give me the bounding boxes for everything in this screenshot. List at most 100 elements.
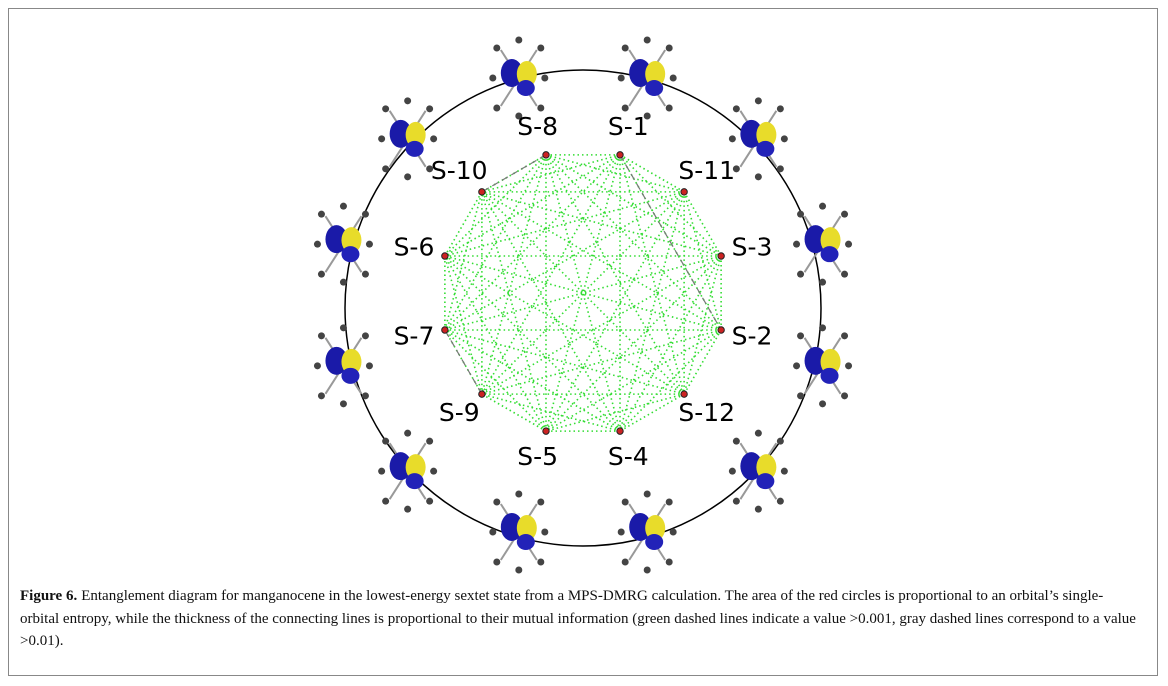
orbital-image — [618, 490, 677, 573]
atom — [404, 173, 411, 180]
caption-text: Entanglement diagram for manganocene in … — [20, 588, 1136, 649]
mutual-info-line — [620, 155, 684, 192]
orbital-node — [718, 327, 724, 333]
lobe-blue — [406, 473, 424, 489]
atom — [378, 468, 385, 475]
atom — [404, 97, 411, 104]
orbital-node — [479, 391, 485, 397]
mutual-info-line — [482, 256, 721, 394]
atom — [378, 135, 385, 142]
mutual-info-line — [620, 192, 684, 431]
atom — [340, 279, 347, 286]
atom — [797, 332, 804, 339]
atom — [670, 528, 677, 535]
node-label: S-9 — [439, 398, 480, 427]
atom — [777, 498, 784, 505]
atom — [845, 362, 852, 369]
atom — [618, 528, 625, 535]
orbital-node — [543, 152, 549, 158]
node-label: S-11 — [678, 156, 735, 185]
atom — [340, 203, 347, 210]
orbital-image — [729, 97, 788, 180]
atom — [382, 165, 389, 172]
mutual-info-line — [482, 192, 620, 431]
atom — [777, 438, 784, 445]
mutual-info-line — [445, 192, 684, 330]
orbital-node — [681, 391, 687, 397]
atom — [644, 566, 651, 573]
atom — [537, 45, 544, 52]
node-label: S-1 — [608, 112, 649, 141]
atom — [362, 392, 369, 399]
atom — [819, 400, 826, 407]
atom — [340, 324, 347, 331]
orbital-node — [617, 152, 623, 158]
atom — [781, 135, 788, 142]
orbital-image — [793, 203, 852, 286]
atom — [819, 279, 826, 286]
orbital-node — [681, 189, 687, 195]
atom — [515, 490, 522, 497]
atom — [340, 400, 347, 407]
atom — [314, 241, 321, 248]
atom — [729, 468, 736, 475]
atom — [755, 430, 762, 437]
atom — [755, 173, 762, 180]
orbital-node — [718, 253, 724, 259]
lobe-blue — [341, 368, 359, 384]
atom — [404, 430, 411, 437]
atom — [777, 165, 784, 172]
orbital-image — [618, 37, 677, 120]
lobe-blue — [517, 534, 535, 550]
atom — [362, 332, 369, 339]
atom — [362, 271, 369, 278]
atom — [841, 211, 848, 218]
atom — [318, 332, 325, 339]
atom — [797, 271, 804, 278]
atom — [537, 558, 544, 565]
atom — [793, 241, 800, 248]
mutual-info-line — [482, 394, 546, 431]
orbital-image — [489, 37, 548, 120]
orbital-image — [314, 324, 373, 407]
mutual-info-line — [482, 192, 721, 330]
atom — [541, 75, 548, 82]
orbital-image — [378, 430, 437, 513]
mutual-info-line — [684, 192, 721, 256]
atom — [314, 362, 321, 369]
orbital-image — [729, 430, 788, 513]
atom — [430, 468, 437, 475]
atom — [622, 498, 629, 505]
atom — [493, 558, 500, 565]
node-label: S-4 — [608, 442, 649, 471]
atom — [382, 105, 389, 112]
atom — [426, 498, 433, 505]
atom — [515, 566, 522, 573]
lobe-blue — [645, 534, 663, 550]
node-label: S-10 — [431, 156, 488, 185]
atom — [841, 271, 848, 278]
atom — [733, 498, 740, 505]
orbital-node — [442, 327, 448, 333]
mutual-info-line — [546, 192, 684, 431]
atom — [819, 324, 826, 331]
lobe-blue — [517, 80, 535, 96]
atom — [489, 528, 496, 535]
strong-mutual-info-line — [482, 155, 546, 192]
atom — [755, 97, 762, 104]
atom — [793, 362, 800, 369]
page: S-8S-1S-11S-3S-2S-12S-4S-5S-9S-7S-6S-10 … — [0, 0, 1168, 686]
lobe-blue — [645, 80, 663, 96]
orbital-image — [793, 324, 852, 407]
atom — [382, 438, 389, 445]
atom — [797, 392, 804, 399]
atom — [318, 211, 325, 218]
lobe-blue — [821, 246, 839, 262]
mutual-info-line — [546, 155, 684, 394]
atom — [318, 271, 325, 278]
node-label: S-2 — [732, 321, 773, 350]
node-label: S-7 — [394, 321, 435, 350]
atom — [537, 105, 544, 112]
